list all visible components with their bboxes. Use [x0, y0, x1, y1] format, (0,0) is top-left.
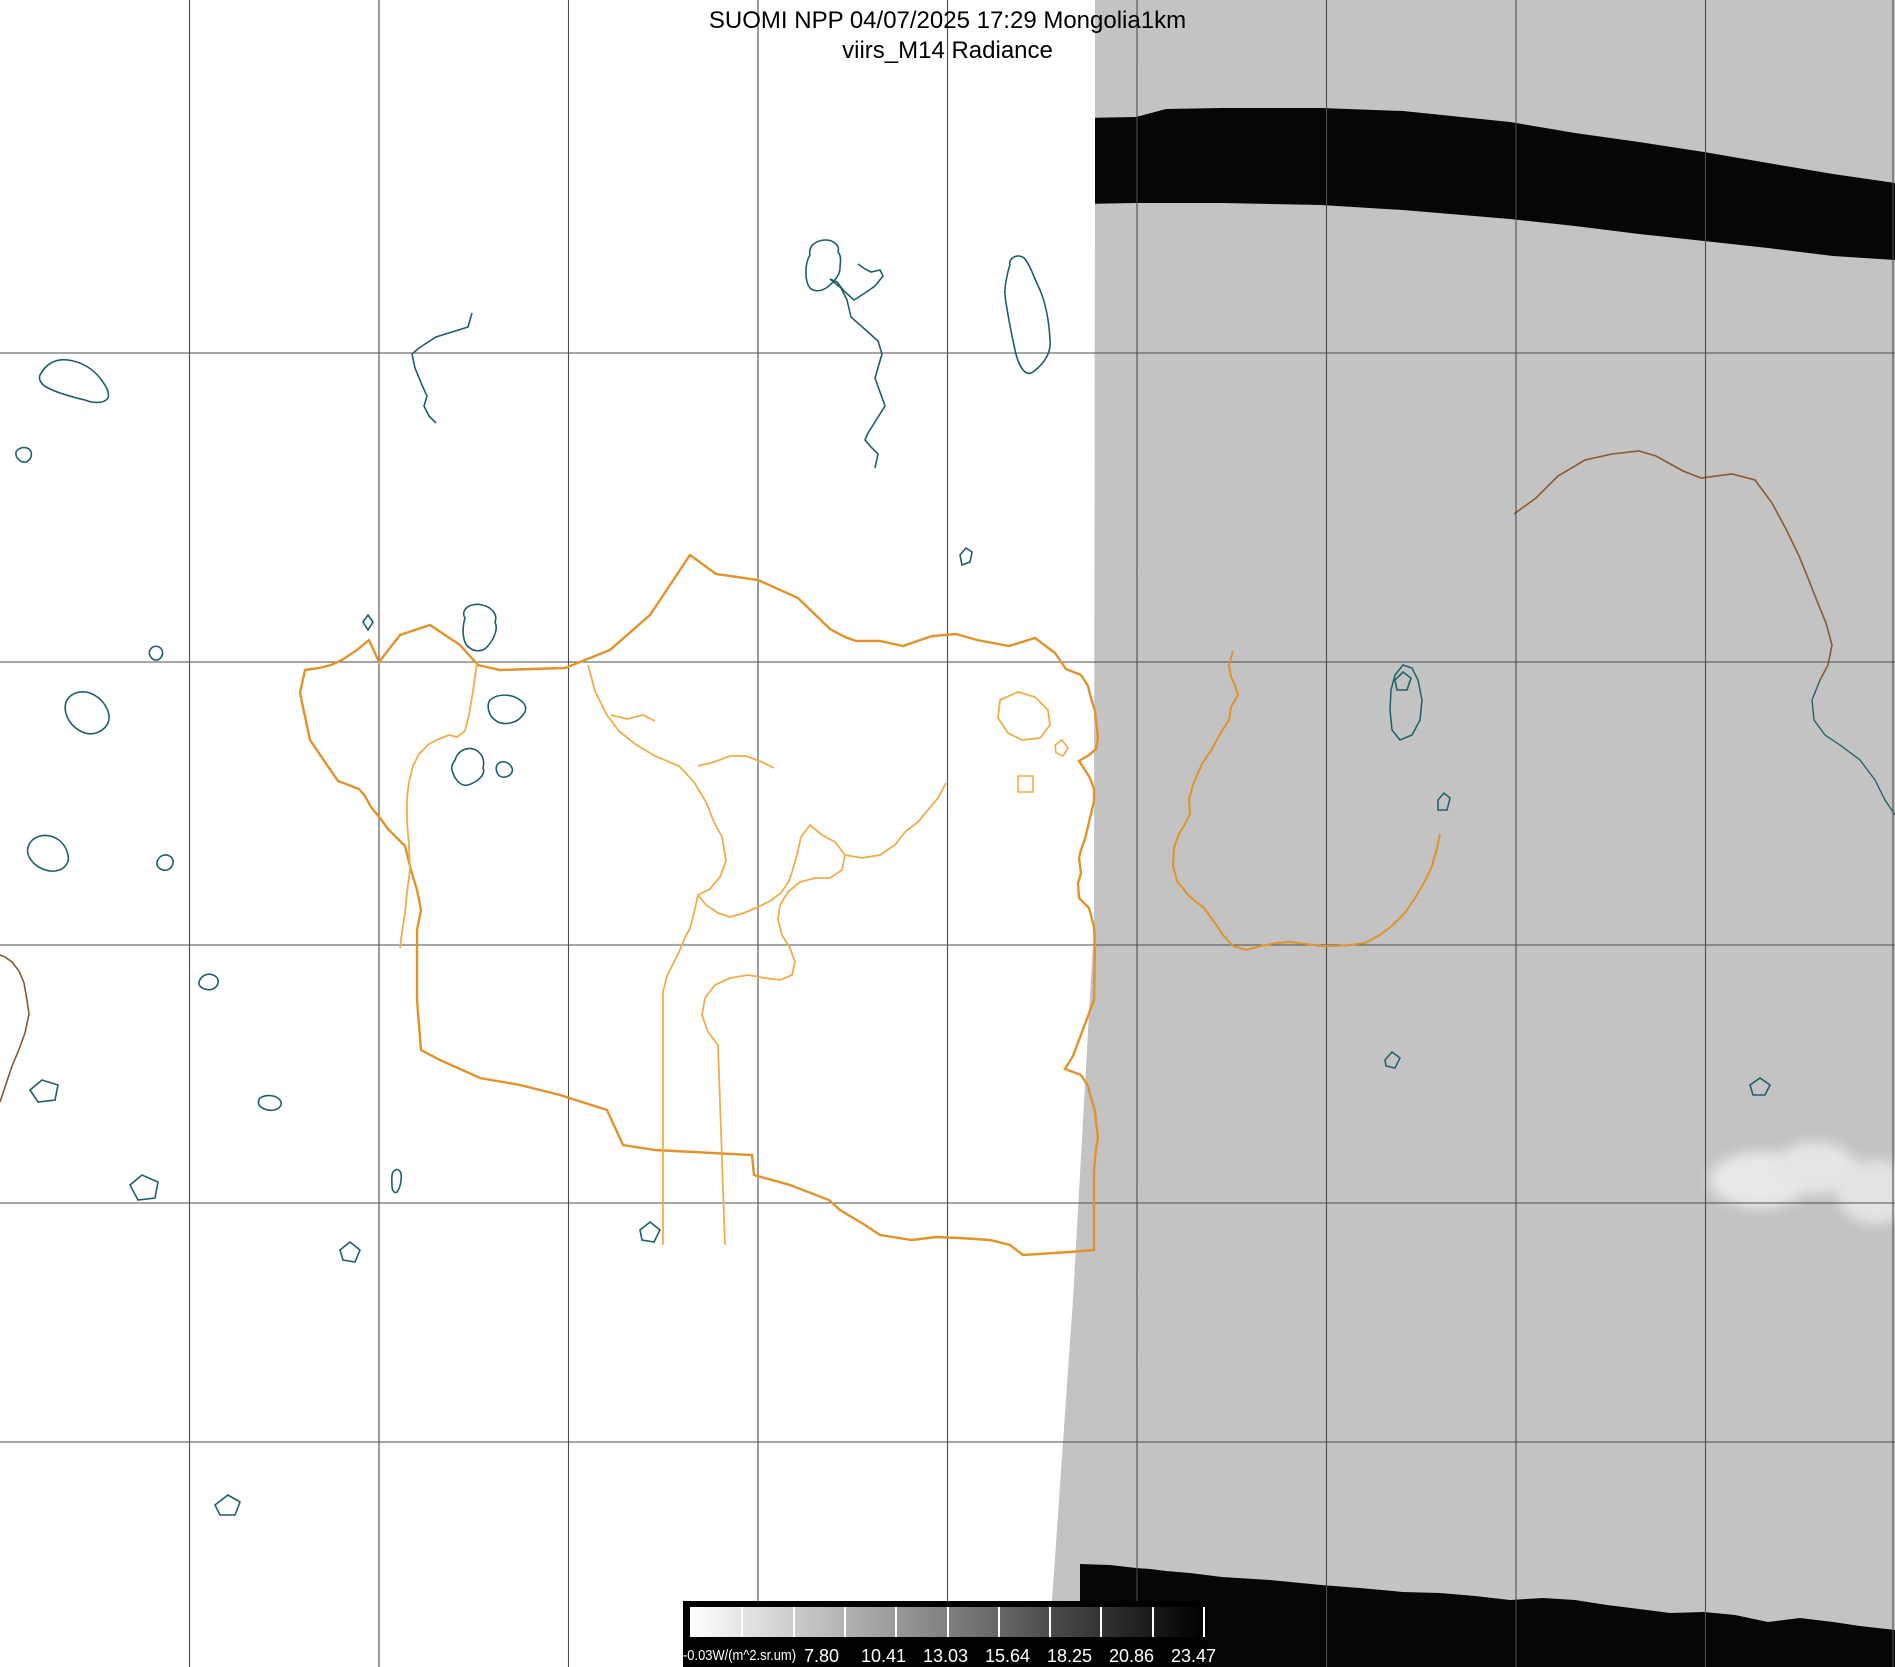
svg-text:15.64: 15.64	[985, 1646, 1030, 1666]
svg-text:18.25: 18.25	[1047, 1646, 1092, 1666]
svg-text:13.03: 13.03	[923, 1646, 968, 1666]
svg-text:10.41: 10.41	[861, 1646, 906, 1666]
svg-text:23.47: 23.47	[1171, 1646, 1216, 1666]
svg-text:7.80: 7.80	[804, 1646, 839, 1666]
svg-text:-0.03W/(m^2.sr.um): -0.03W/(m^2.sr.um)	[683, 1648, 796, 1664]
svg-text:20.86: 20.86	[1109, 1646, 1154, 1666]
